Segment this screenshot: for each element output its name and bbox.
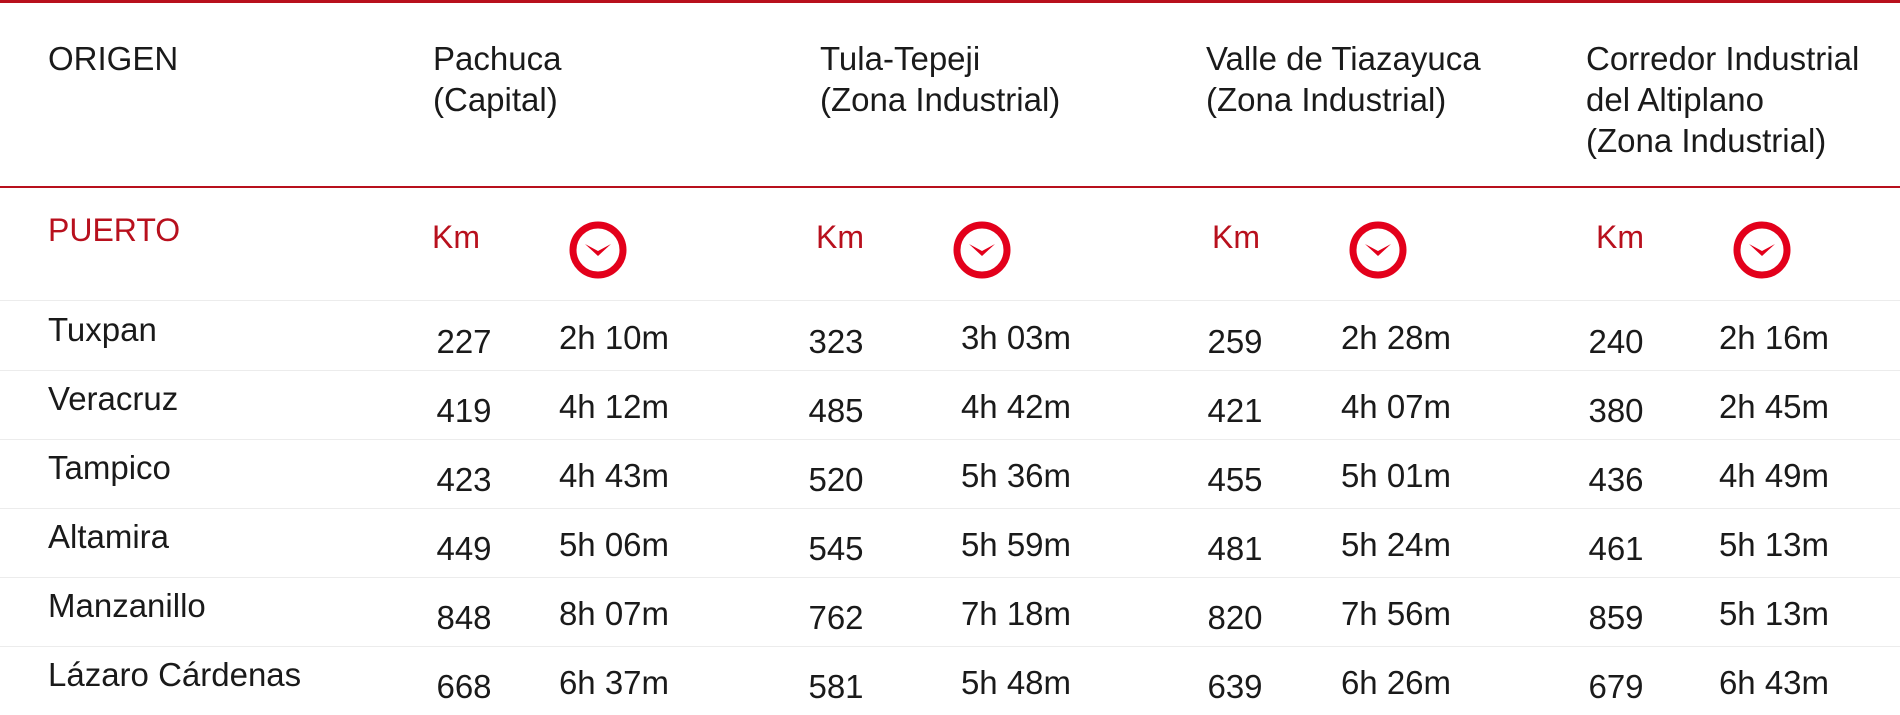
distance-km: 481	[1207, 530, 1263, 567]
distance-km: 520	[808, 461, 864, 498]
distance-km: 449	[436, 530, 492, 567]
table-header: ORIGEN Pachuca (Capital) Tula-Tepeji (Zo…	[0, 0, 1900, 188]
table-subheader: PUERTO Km Km Km Km	[0, 188, 1900, 301]
travel-time: 5h 13m	[1718, 595, 1830, 632]
port-name: Altamira	[48, 518, 170, 555]
destination-header-corredor-altiplano: Corredor Industrial del Altiplano (Zona …	[1586, 40, 1860, 159]
travel-time: 7h 56m	[1340, 595, 1452, 632]
travel-time: 4h 12m	[558, 388, 670, 425]
distance-km: 436	[1588, 461, 1644, 498]
distance-km: 240	[1588, 323, 1644, 360]
clock-icon	[569, 221, 627, 279]
distance-km: 762	[808, 599, 864, 636]
top-rule	[0, 0, 1900, 3]
travel-time: 4h 49m	[1718, 457, 1830, 494]
distance-km: 820	[1207, 599, 1263, 636]
km-label: Km	[432, 219, 480, 255]
travel-time: 4h 07m	[1340, 388, 1452, 425]
distance-km: 227	[436, 323, 492, 360]
travel-time: 5h 06m	[558, 526, 670, 563]
distance-km: 545	[808, 530, 864, 567]
travel-time: 5h 24m	[1340, 526, 1452, 563]
travel-time: 5h 48m	[960, 664, 1072, 701]
destination-header-tula-tepeji: Tula-Tepeji (Zona Industrial)	[820, 40, 1061, 118]
clock-icon	[1349, 221, 1407, 279]
origin-header: ORIGEN	[48, 40, 179, 77]
table-row: Veracruz 419 4h 12m 485 4h 42m 421 4h 07…	[0, 370, 1900, 440]
distance-km: 323	[808, 323, 864, 360]
table-row: Tuxpan 227 2h 10m 323 3h 03m 259 2h 28m …	[0, 301, 1900, 371]
distance-km: 455	[1207, 461, 1263, 498]
travel-time: 6h 43m	[1718, 664, 1830, 701]
travel-time: 2h 28m	[1340, 319, 1452, 356]
clock-icon	[1733, 221, 1791, 279]
travel-time: 3h 03m	[960, 319, 1072, 356]
distance-km: 380	[1588, 392, 1644, 429]
travel-time: 5h 59m	[960, 526, 1072, 563]
clock-icon	[953, 221, 1011, 279]
distance-km: 259	[1207, 323, 1263, 360]
travel-time: 2h 16m	[1718, 319, 1830, 356]
distance-km: 581	[808, 668, 864, 705]
distance-km: 419	[436, 392, 492, 429]
travel-time: 4h 42m	[960, 388, 1072, 425]
distance-km: 679	[1588, 668, 1644, 705]
port-name: Veracruz	[48, 380, 179, 417]
distance-km: 859	[1588, 599, 1644, 636]
distance-km: 848	[436, 599, 492, 636]
table-row: Manzanillo 848 8h 07m 762 7h 18m 820 7h …	[0, 577, 1900, 647]
distance-km: 639	[1207, 668, 1263, 705]
travel-time: 6h 26m	[1340, 664, 1452, 701]
table-row: Tampico 423 4h 43m 520 5h 36m 455 5h 01m…	[0, 439, 1900, 509]
port-name: Lázaro Cárdenas	[48, 656, 302, 693]
table-row: Lázaro Cárdenas 668 6h 37m 581 5h 48m 63…	[0, 646, 1900, 715]
travel-time: 5h 13m	[1718, 526, 1830, 563]
travel-time: 5h 01m	[1340, 457, 1452, 494]
distance-km: 668	[436, 668, 492, 705]
distance-km: 423	[436, 461, 492, 498]
port-name: Tuxpan	[48, 311, 157, 348]
travel-time: 5h 36m	[960, 457, 1072, 494]
port-header: PUERTO	[48, 212, 181, 248]
travel-time: 2h 10m	[558, 319, 670, 356]
travel-time: 6h 37m	[558, 664, 670, 701]
port-name: Tampico	[48, 449, 171, 486]
port-name: Manzanillo	[48, 587, 206, 624]
travel-time: 4h 43m	[558, 457, 670, 494]
km-label: Km	[816, 219, 864, 255]
travel-time: 7h 18m	[960, 595, 1072, 632]
destination-header-pachuca: Pachuca (Capital)	[433, 40, 562, 118]
distance-km: 461	[1588, 530, 1644, 567]
distance-km: 485	[808, 392, 864, 429]
km-label: Km	[1212, 219, 1260, 255]
travel-time: 2h 45m	[1718, 388, 1830, 425]
table-row: Altamira 449 5h 06m 545 5h 59m 481 5h 24…	[0, 508, 1900, 578]
destination-header-valle-de-tiazayuca: Valle de Tiazayuca (Zona Industrial)	[1206, 40, 1481, 118]
travel-time: 8h 07m	[558, 595, 670, 632]
km-label: Km	[1596, 219, 1644, 255]
distance-km: 421	[1207, 392, 1263, 429]
